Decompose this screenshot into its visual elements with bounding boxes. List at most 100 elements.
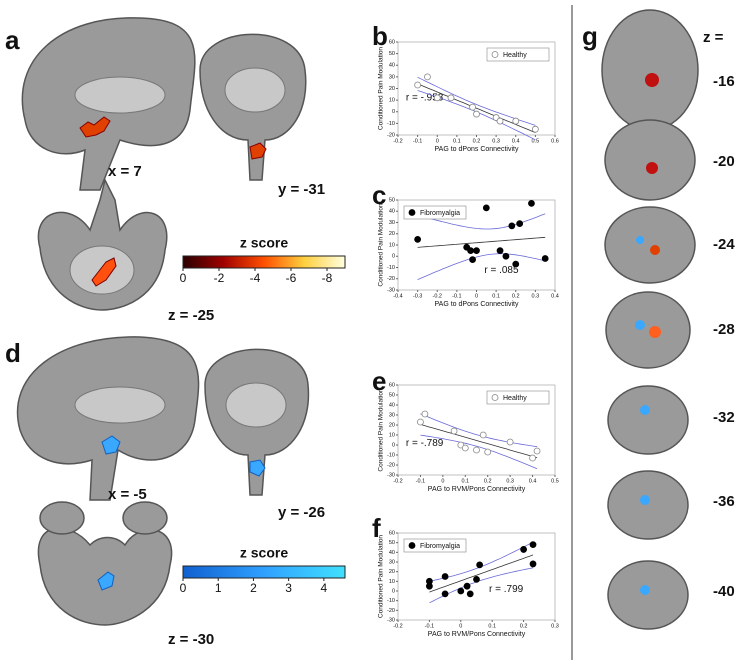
data-point — [447, 94, 455, 102]
data-point — [541, 255, 549, 262]
data-point — [473, 446, 480, 454]
data-point — [502, 252, 510, 260]
y-tick-label: 30 — [389, 412, 395, 418]
slice-label: -20 — [713, 153, 735, 170]
x-tick-label: 0.3 — [532, 293, 540, 299]
y-tick-label: 50 — [389, 197, 395, 203]
y-tick-label: 50 — [389, 540, 395, 546]
x-tick-label: 0.1 — [492, 293, 500, 299]
y-tick-label: -20 — [387, 276, 395, 282]
coordinate-label: x = -5 — [108, 486, 147, 503]
y-tick-label: 50 — [389, 392, 395, 398]
y-tick-label: 50 — [389, 51, 395, 57]
y-tick-label: -10 — [387, 598, 395, 604]
y-tick-label: 40 — [389, 63, 395, 69]
legend-marker — [491, 394, 499, 401]
data-point — [528, 199, 535, 207]
data-point — [473, 247, 480, 255]
x-tick-label: -0.2 — [393, 623, 402, 629]
plot-area — [397, 384, 556, 476]
legend-box — [486, 47, 550, 62]
x-tick-label: 0.2 — [512, 293, 520, 299]
slice-header: z = — [703, 29, 724, 46]
y-tick-label: 60 — [389, 39, 395, 45]
colorbar-tick-label: -2 — [214, 271, 225, 285]
y-tick-label: 60 — [389, 530, 395, 536]
data-point — [529, 541, 537, 548]
x-tick-label: 0.1 — [453, 138, 461, 144]
legend-label: Healthy — [503, 52, 527, 59]
annotation: r = .799 — [489, 584, 524, 595]
legend-label: Fibromyalgia — [420, 543, 460, 550]
y-axis-label: Conditioned Pain Modulation — [378, 388, 385, 471]
x-tick-label: -0.4 — [393, 293, 402, 299]
y-tick-label: 30 — [389, 559, 395, 565]
colorbar-tick-label: -4 — [250, 271, 261, 285]
y-tick-label: 60 — [389, 382, 395, 388]
panel-label: d — [5, 338, 21, 368]
colorbar-tick-label: -6 — [286, 271, 297, 285]
y-tick-label: -30 — [387, 617, 395, 623]
x-tick-label: 0.4 — [529, 478, 537, 484]
colorbar-tick-label: 2 — [250, 581, 257, 595]
data-point — [533, 447, 541, 455]
coordinate-label: y = -26 — [278, 504, 325, 521]
panel-label: a — [5, 25, 20, 55]
colorbar-tick-label: 0 — [180, 271, 187, 285]
slice-label: -28 — [713, 321, 735, 338]
x-tick-label: -0.1 — [425, 623, 434, 629]
x-tick-label: -0.2 — [433, 293, 442, 299]
x-tick-label: -0.2 — [393, 478, 402, 484]
y-tick-label: 40 — [389, 550, 395, 556]
confidence-band — [417, 213, 546, 230]
y-tick-label: -10 — [387, 265, 395, 271]
colorbar-tick-label: 1 — [215, 581, 222, 595]
y-tick-label: 40 — [389, 402, 395, 408]
x-tick-label: 0.4 — [551, 293, 559, 299]
slice-label: -24 — [713, 236, 735, 253]
legend-marker — [491, 51, 499, 58]
x-axis-label: PAG to RVM/Pons Connectivity — [428, 631, 526, 638]
data-point — [476, 561, 484, 569]
confidence-band — [417, 253, 546, 280]
y-tick-label: -30 — [387, 287, 395, 293]
data-point — [484, 448, 492, 456]
legend-marker — [408, 542, 416, 549]
y-axis-label: Conditioned Pain Modulation — [378, 203, 385, 286]
data-point — [457, 587, 465, 595]
data-point — [506, 438, 514, 446]
coordinate-label: z = -30 — [168, 631, 214, 648]
x-tick-label: 0.3 — [492, 138, 500, 144]
x-tick-label: -0.2 — [393, 138, 402, 144]
legend-label: Healthy — [503, 395, 527, 402]
y-tick-label: 0 — [392, 109, 395, 115]
x-tick-label: 0.2 — [484, 478, 492, 484]
data-point — [496, 247, 504, 255]
data-point — [512, 260, 520, 268]
data-point — [529, 560, 537, 568]
x-tick-label: 0.1 — [461, 478, 469, 484]
x-tick-label: 0.4 — [512, 138, 520, 144]
confidence-band — [420, 413, 538, 448]
data-point — [516, 220, 524, 228]
slice-label: -32 — [713, 409, 735, 426]
legend-box — [403, 538, 467, 553]
data-point — [467, 247, 475, 255]
confidence-band — [420, 434, 538, 470]
coordinate-label: x = 7 — [108, 163, 142, 180]
y-tick-label: -30 — [387, 472, 395, 478]
data-point — [479, 431, 487, 439]
data-point — [441, 590, 449, 598]
data-point — [421, 410, 429, 418]
y-axis-label: Conditioned Pain Modulation — [378, 47, 385, 130]
y-tick-label: 20 — [389, 231, 395, 237]
x-tick-label: 0.3 — [506, 478, 514, 484]
x-axis-label: PAG to RVM/Pons Connectivity — [428, 486, 526, 493]
brain-images — [16, 9, 699, 630]
y-tick-label: 30 — [389, 74, 395, 80]
fit-line — [420, 424, 538, 459]
x-tick-label: 0 — [441, 478, 444, 484]
colorbar — [182, 255, 346, 269]
slice-label: -36 — [713, 493, 735, 510]
y-tick-label: 20 — [389, 569, 395, 575]
